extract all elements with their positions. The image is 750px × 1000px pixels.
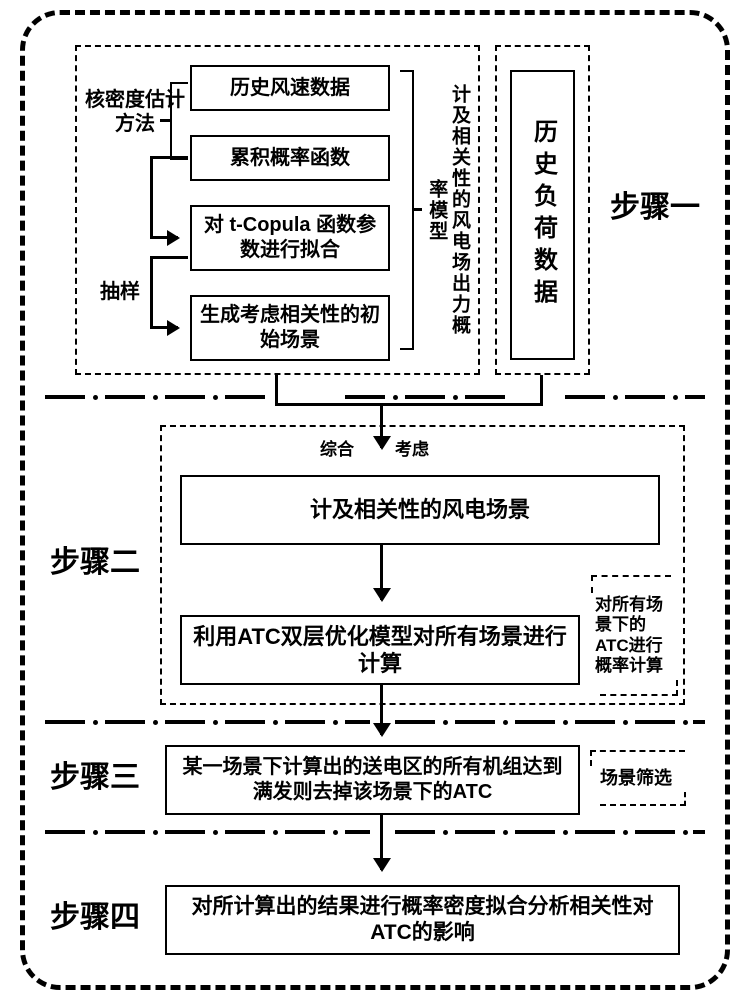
step2-box1: 计及相关性的风电场景 xyxy=(180,475,660,545)
step1-box1: 历史风速数据 xyxy=(190,65,390,111)
separator-2 xyxy=(45,720,705,724)
step1-bracket xyxy=(400,70,414,350)
step1-box3: 对 t-Copula 函数参数进行拟合 xyxy=(190,205,390,271)
step3-label: 步骤三 xyxy=(50,760,140,796)
step1-right-vert: 计及相关性的风电场出力概率模型 xyxy=(420,80,470,340)
step2-mid-l: 综合 xyxy=(320,440,354,460)
step1-box2: 累积概率函数 xyxy=(190,135,390,181)
step1-load-box: 历史负荷数据 xyxy=(510,70,575,360)
step2-label: 步骤二 xyxy=(50,545,140,581)
step1-box4: 生成考虑相关性的初始场景 xyxy=(190,295,390,361)
step2-box2: 利用ATC双层优化模型对所有场景进行计算 xyxy=(180,615,580,685)
step4-label: 步骤四 xyxy=(50,900,140,936)
step2-note-tl xyxy=(591,575,671,593)
step2-right-note: 对所有场景下的ATC进行概率计算 xyxy=(595,595,677,677)
step1-kde-bracket xyxy=(170,82,188,160)
step1-label: 步骤一 xyxy=(610,190,700,226)
step3-box: 某一场景下计算出的送电区的所有机组达到满发则去掉该场景下的ATC xyxy=(165,745,580,815)
step2-mid-r: 考虑 xyxy=(395,440,429,460)
step3-note-tl xyxy=(590,750,685,766)
step2-note-br xyxy=(600,680,678,696)
step1-sampling-label: 抽样 xyxy=(100,280,140,304)
separator-1 xyxy=(45,395,705,399)
step3-note-br xyxy=(600,792,686,806)
step3-right-note: 场景筛选 xyxy=(600,768,672,790)
step1-load-text: 历史负荷数据 xyxy=(528,119,558,311)
step4-box: 对所计算出的结果进行概率密度拟合分析相关性对ATC的影响 xyxy=(165,885,680,955)
separator-3 xyxy=(45,830,705,834)
